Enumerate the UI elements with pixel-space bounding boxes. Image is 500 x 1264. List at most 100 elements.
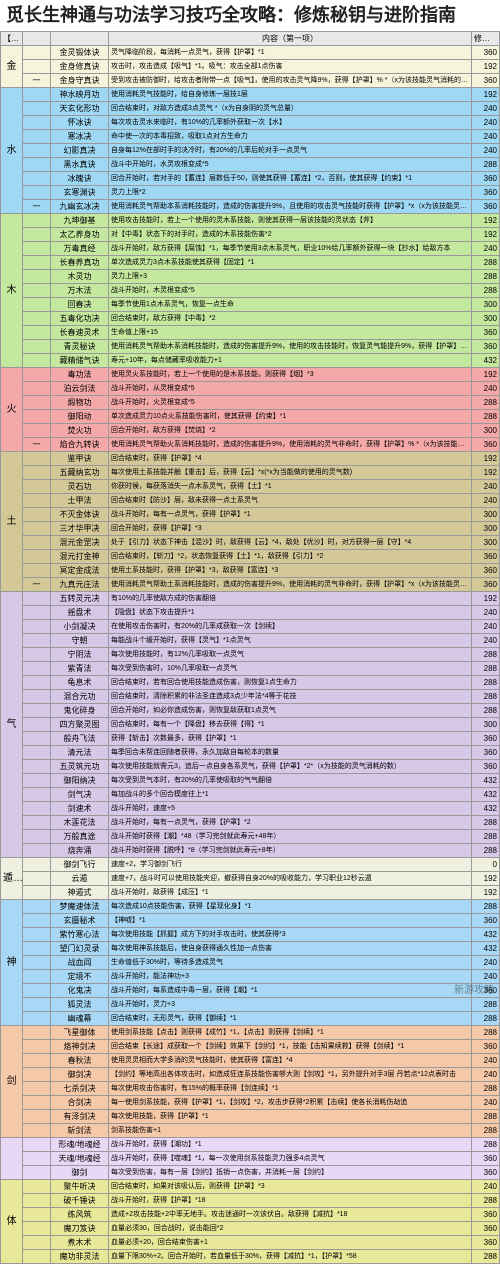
table-row: 火毒功法使用灵火系技能时，若上一个使用的是木系技能，则获得【烟】*3192: [1, 368, 500, 382]
num-cell: 360: [472, 1040, 500, 1054]
desc-cell: 回合开始时，敌方获得【焚烧】*2: [109, 424, 472, 438]
sub-cell: [23, 830, 51, 844]
watermark: 新游攻略: [454, 981, 494, 996]
sub-cell: [23, 970, 51, 984]
header-cell: [23, 32, 51, 46]
num-cell: 288: [472, 1082, 500, 1096]
num-cell: 192: [472, 452, 500, 466]
num-cell: 360: [472, 760, 500, 774]
table-row: 藏精储气诀寿元+10年，每点储藏率吸收能力+1432: [1, 354, 500, 368]
desc-cell: 战斗开始时，敌获得【成压】*1: [109, 886, 472, 900]
category-cell: 木: [1, 214, 23, 368]
category-cell: 火: [1, 368, 23, 452]
table-row: 七杀剑决每次使用攻击伤害时，有15%的概率获得【剑连续】*1288: [1, 1082, 500, 1096]
header-cell: 【功法】功能筛: [1, 32, 23, 46]
skill-name-cell: 化鬼决: [51, 984, 109, 998]
num-cell: 288: [472, 256, 500, 270]
skill-name-cell: 天魂/地魂经: [51, 1152, 109, 1166]
sub-cell: [23, 270, 51, 284]
desc-cell: 每次使用神系技能后，使自身获得通久性加一点伤害: [109, 942, 472, 956]
skill-name-cell: 幻影真决: [51, 144, 109, 158]
desc-cell: 战斗开始时，获得【潮功】*1: [109, 1138, 472, 1152]
skill-name-cell: 木灵功: [51, 270, 109, 284]
skill-name-cell: 金灵锻体诀: [51, 46, 109, 60]
sub-cell: [23, 676, 51, 690]
category-cell: 体: [1, 1180, 23, 1264]
desc-cell: 灵力上限+3: [109, 270, 472, 284]
num-cell: 360: [472, 732, 500, 746]
sub-cell: [23, 396, 51, 410]
num-cell: 360: [472, 438, 500, 452]
skill-name-cell: 狐灵法: [51, 998, 109, 1012]
desc-cell: 使用消耗灵气帮助木系消耗技能时，造成的伤害提升9%，使用的攻击技能时，恢复灵气能…: [109, 340, 472, 354]
num-cell: 360: [472, 74, 500, 88]
num-cell: 288: [472, 1110, 500, 1124]
num-cell: 288: [472, 270, 500, 284]
num-cell: 360: [472, 746, 500, 760]
table-row: 万毒真经战斗开始时，敌方获得【腐蚀】*1，每季节使用3点木系灵气，职业10%给几…: [1, 242, 500, 256]
sub-cell: [23, 424, 51, 438]
table-row: 黑水真诀战斗中开始时，水灵攻根变成*5288: [1, 158, 500, 172]
table-row: 烙神剑决回合结束【长途】成获取一个【剑续】效果下【剑约】*1，技能【击知果续救】…: [1, 1040, 500, 1054]
sub-cell: [23, 60, 51, 74]
desc-cell: 你获时候，每获落消失一点木系灵气，获得【土】*1: [109, 480, 472, 494]
num-cell: 300: [472, 424, 500, 438]
skill-name-cell: 春秋法: [51, 1054, 109, 1068]
num-cell: 240: [472, 1068, 500, 1082]
table-row: 冥定金成法使用土系技能时，获得【护罩】*3，敌获得【富连】*3360: [1, 564, 500, 578]
table-row: 守朝每能战斗个缓开始时，获得【灵气】*1点灵气240: [1, 634, 500, 648]
table-row: 气五转灵元决有10%的几率使敌方成的伤害翻倍192: [1, 592, 500, 606]
num-cell: 240: [472, 634, 500, 648]
table-row: 斩剑法剑系技能伤害+1288: [1, 1124, 500, 1138]
skill-name-cell: 摇盘术: [51, 606, 109, 620]
table-row: 紫青法每次受到伤害时，10%几率吸取一点灵气288: [1, 662, 500, 676]
num-cell: 288: [472, 1138, 500, 1152]
desc-cell: 血量必须+20，回合结束伤害+1: [109, 1236, 472, 1250]
desc-cell: 【剑约】等地高出各体攻击时，如造成狂连系技能伤害够大则【剑攻】*1，另外提升对手…: [109, 1068, 472, 1082]
desc-cell: 战斗开始时，获得【噬魂】*1，每一次使用剑系技能灵力强多4点灵气: [109, 1152, 472, 1166]
skill-name-cell: 剑速术: [51, 802, 109, 816]
desc-cell: 战斗开始时，每有一点灵气，获得【护罩】*2: [109, 816, 472, 830]
skill-name-cell: 五灵筑元功: [51, 760, 109, 774]
sub-cell: [23, 1152, 51, 1166]
sub-cell: [23, 844, 51, 858]
table-row: 金身修真诀攻击时，攻击造成【吸气】*1。吸气：攻击全部1点伤害192: [1, 60, 500, 74]
table-row: 混元打金神回合结束时，【斩刀】*2，状态恢复获得【土】*1，敌获得【引力】*23…: [1, 550, 500, 564]
desc-cell: 灵气降临阶段，每消耗一点灵气，获得【护罩】*1: [109, 46, 472, 60]
skill-name-cell: 烙神剑决: [51, 1040, 109, 1054]
table-row: 御阳动单次造成灵力10点火系技能伤害时，使其获得【约束】*1288: [1, 410, 500, 424]
table-row: 土甲法回合结束时【防沙】层，敌未获得一点土系灵气240: [1, 494, 500, 508]
sub-cell: [23, 942, 51, 956]
desc-cell: 有10%的几率使敌方成的伤害翻倍: [109, 592, 472, 606]
num-cell: 288: [472, 690, 500, 704]
table-row: 御阳纳决每次受到灵气本时，有20%的几率使吸取的气气翻倍432: [1, 774, 500, 788]
sub-cell: [23, 340, 51, 354]
skill-name-cell: 寒冰决: [51, 130, 109, 144]
skill-name-cell: 清元法: [51, 746, 109, 760]
desc-cell: 每次使用土系技能并触【重击】后，获得【云】*x(*x为当能做的使用的灵气数): [109, 466, 472, 480]
desc-cell: 每季节使用1点木系灵气，恢复一点生命: [109, 298, 472, 312]
table-row: 化鬼决战斗开始时，每系造成中毒一层，获得【潮】*1360: [1, 984, 500, 998]
sub-cell: [23, 662, 51, 676]
desc-cell: 战斗开始时获得【潮】*48（学习完剑就此寿元+48年）: [109, 830, 472, 844]
table-row: 煮木术血量必须+20，回合结束伤害+1360: [1, 1236, 500, 1250]
skill-name-cell: 灵石功: [51, 480, 109, 494]
skill-name-cell: 金身修真诀: [51, 60, 109, 74]
num-cell: 240: [472, 1180, 500, 1194]
skill-name-cell: 金身守真诀: [51, 74, 109, 88]
table-row: 紫竹寒心法每次使用技能【抓握】成方下的对手攻击时，使其获得*3432: [1, 928, 500, 942]
sub-cell: [23, 368, 51, 382]
sub-cell: [23, 928, 51, 942]
num-cell: 360: [472, 564, 500, 578]
table-row: 小剑凝决在使用攻击伤害时，有20%的几率成获取一次【剑续】240: [1, 620, 500, 634]
category-cell: 剑: [1, 1026, 23, 1138]
sub-cell: [23, 410, 51, 424]
num-cell: 288: [472, 998, 500, 1012]
skill-name-cell: 御剑飞行: [51, 858, 109, 872]
desc-cell: 单次造成灵力10点火系技能伤害时，使其获得【约束】*1: [109, 410, 472, 424]
skill-name-cell: 焰合九转诀: [51, 438, 109, 452]
table-header-row: 【功法】功能筛内容（第一项）修炼速度（第一项）: [1, 32, 500, 46]
desc-cell: 获得【斩击】次数最多，获得【护罩】*1: [109, 732, 472, 746]
table-row: 五毒化功决回合结束时，敌方获得【中毒】*2300: [1, 312, 500, 326]
desc-cell: 回合结束时，清除积累的非法圣连造成3点少年法*4等于花技: [109, 690, 472, 704]
